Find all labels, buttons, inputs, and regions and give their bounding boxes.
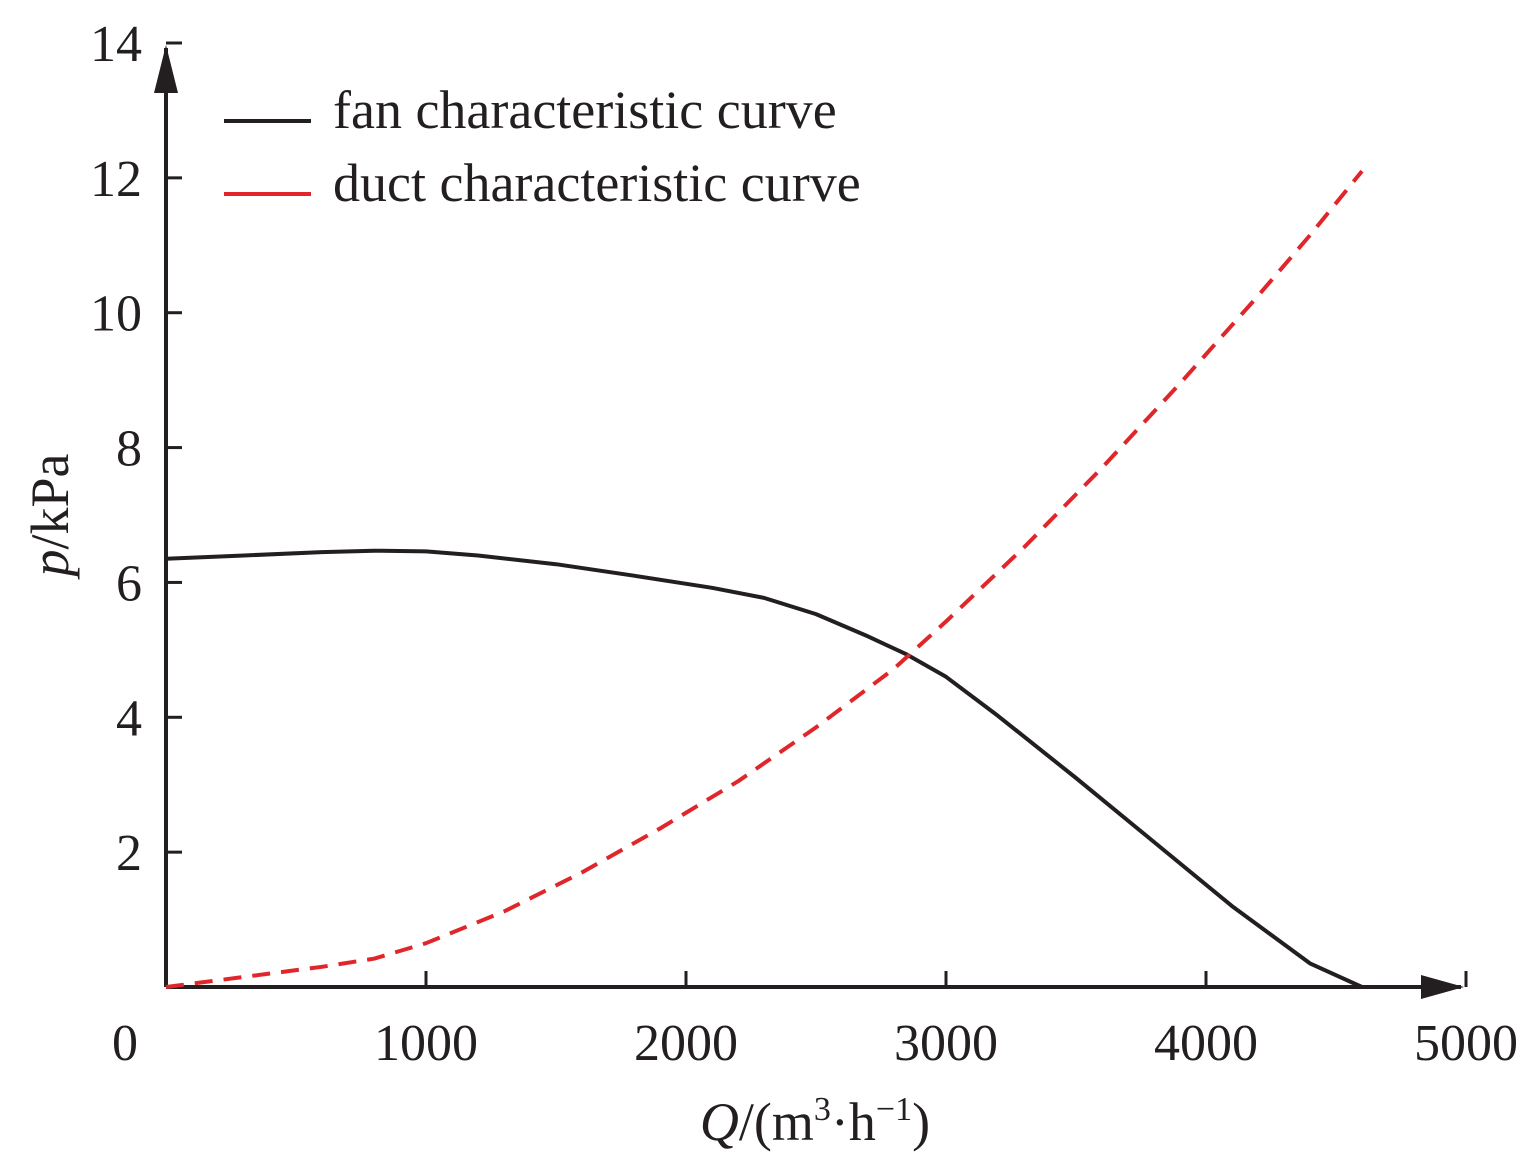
ticks: 0 1000 2000 3000 4000 5000 2 4 6 8 10 12 14 bbox=[90, 16, 1518, 1072]
series-group bbox=[165, 169, 1364, 989]
x-axis-sup-2: −1 bbox=[876, 1091, 912, 1128]
x-tick-label: 5000 bbox=[1414, 1015, 1518, 1072]
x-axis-unit-mid: ·h bbox=[831, 1092, 876, 1152]
x-axis-sup-1: 3 bbox=[814, 1091, 831, 1128]
legend-label-2: duct characteristic curve bbox=[333, 153, 861, 213]
series-line-2 bbox=[165, 169, 1364, 989]
y-tick-label: 10 bbox=[90, 286, 142, 343]
y-tick-label: 12 bbox=[90, 151, 142, 208]
x-tick-label: 4000 bbox=[1154, 1015, 1258, 1072]
y-axis-unit: /kPa bbox=[20, 453, 80, 549]
axes bbox=[154, 45, 1464, 999]
x-tick-label: 0 bbox=[112, 1015, 138, 1072]
x-axis-title: Q/(m3·h−1) bbox=[700, 1091, 930, 1152]
y-tick-label: 8 bbox=[116, 421, 142, 478]
y-axis-var: p bbox=[20, 550, 80, 581]
y-axis-arrow bbox=[154, 45, 178, 93]
y-tick-label: 2 bbox=[116, 825, 142, 882]
legend: fan characteristic curve duct characteris… bbox=[224, 80, 861, 213]
x-axis-arrow bbox=[1421, 975, 1464, 999]
y-axis-title: p/kPa bbox=[20, 453, 80, 580]
x-tick-label: 3000 bbox=[894, 1015, 998, 1072]
y-tick-label: 6 bbox=[116, 555, 142, 612]
x-tick-label: 1000 bbox=[374, 1015, 478, 1072]
legend-label-1: fan characteristic curve bbox=[333, 80, 837, 140]
series-line-1 bbox=[165, 548, 1363, 989]
x-axis-unit-open: /(m bbox=[739, 1092, 814, 1152]
y-tick-label: 4 bbox=[116, 690, 142, 747]
x-axis-unit-close: ) bbox=[912, 1092, 930, 1152]
y-tick-label: 14 bbox=[90, 16, 142, 73]
x-tick-label: 2000 bbox=[634, 1015, 738, 1072]
x-axis-var: Q bbox=[700, 1092, 739, 1152]
